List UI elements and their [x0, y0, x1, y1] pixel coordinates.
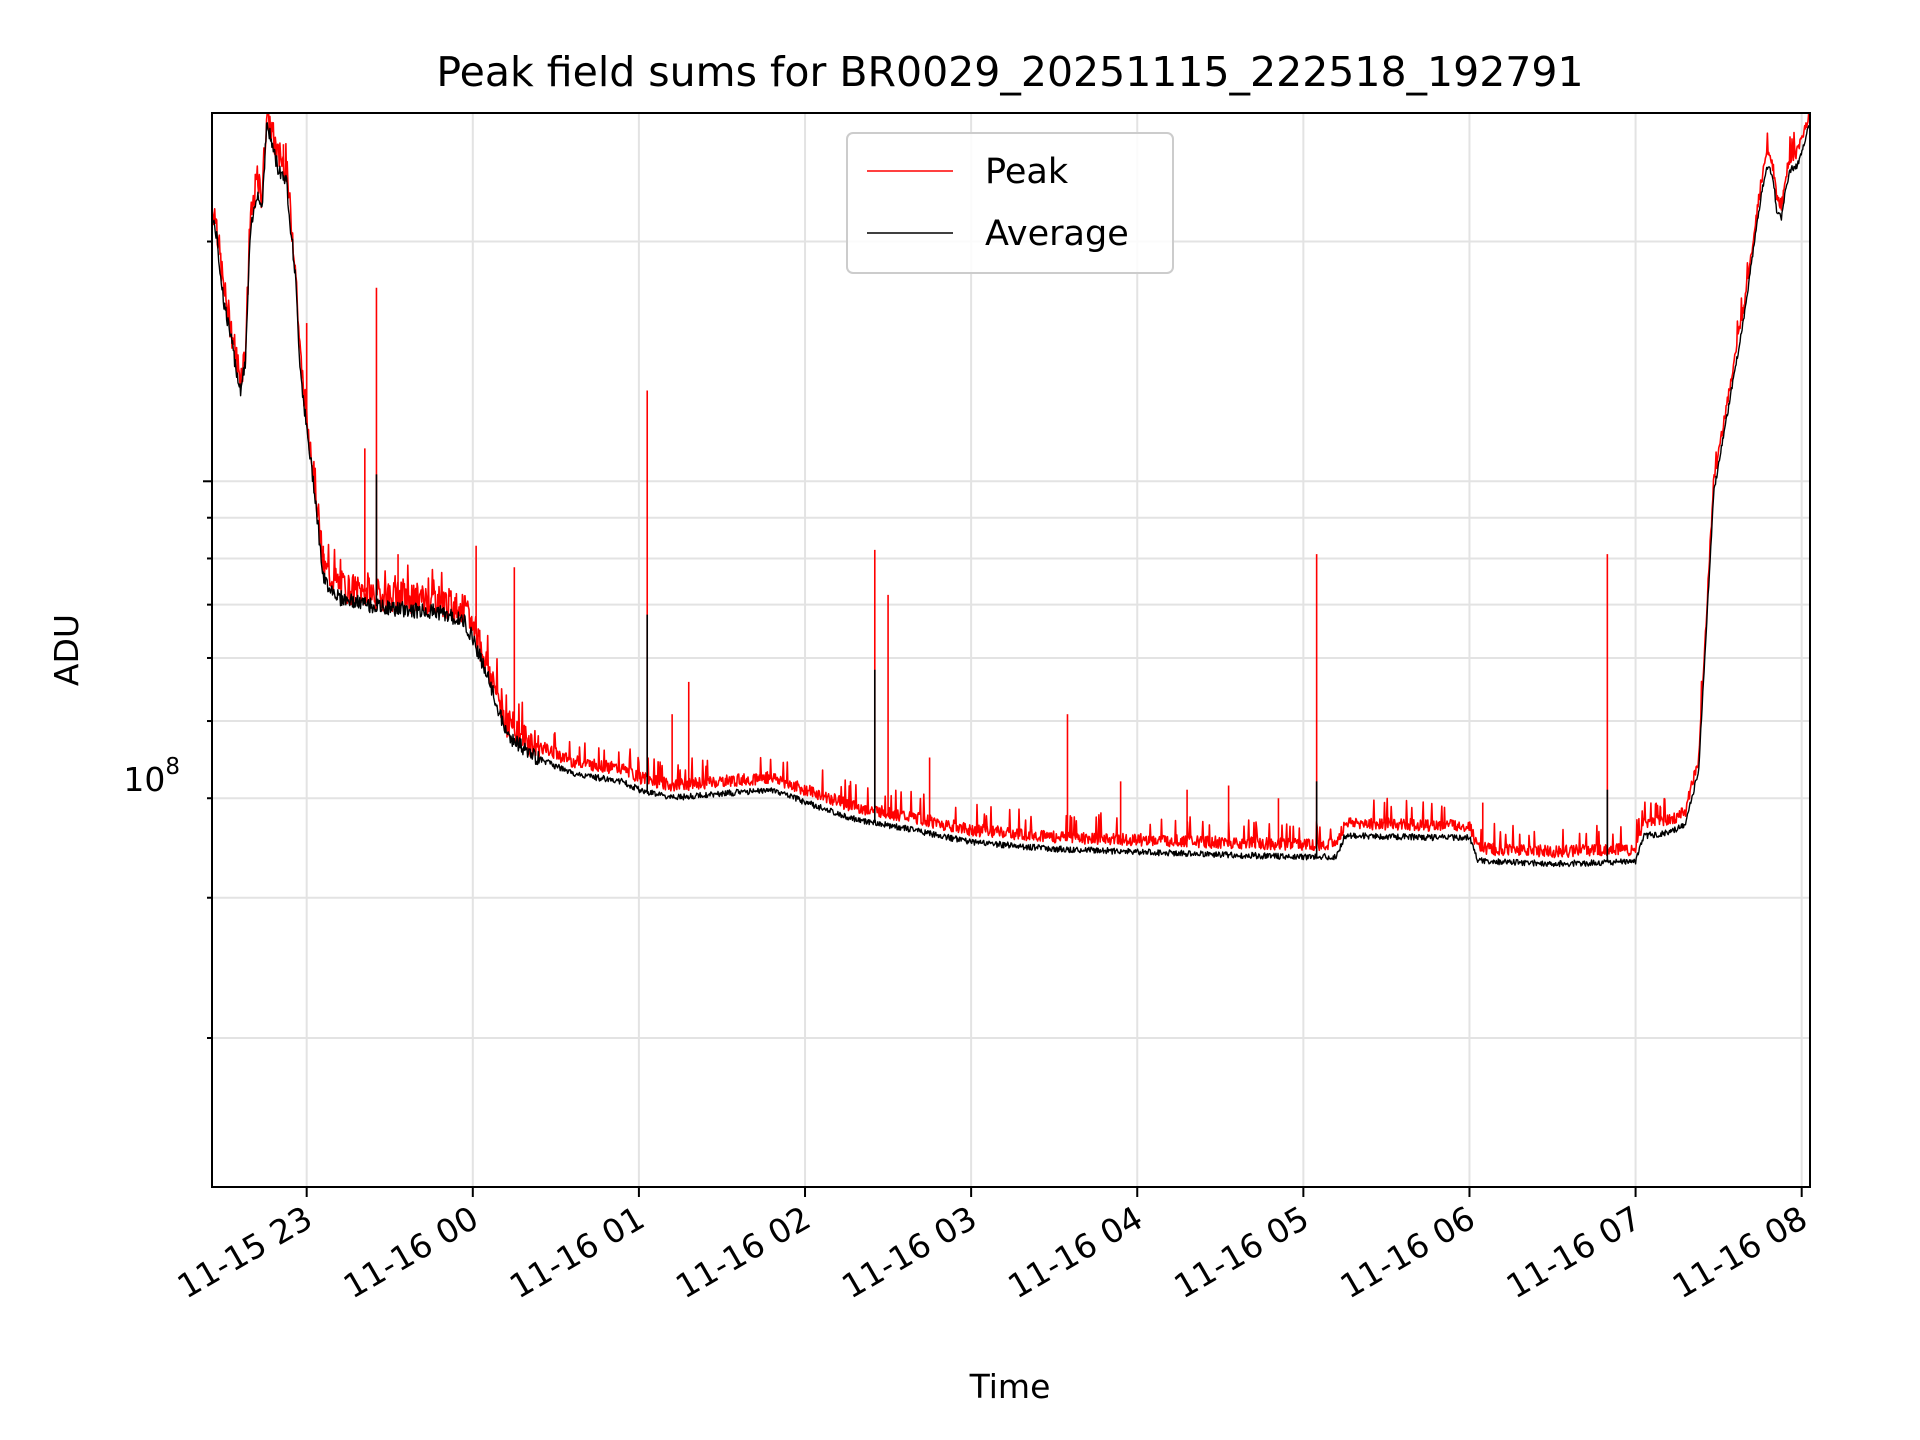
legend-label-average: Average: [985, 214, 1129, 254]
plot-frame: [211, 112, 1811, 1188]
y-tick-base: 10: [123, 760, 165, 799]
legend-label-peak: Peak: [985, 152, 1069, 192]
chart-title: Peak field sums for BR0029_20251115_2225…: [436, 48, 1583, 96]
series-line-average: [211, 122, 1811, 868]
series-layer: [211, 112, 1811, 868]
legend: Peak Average: [846, 132, 1174, 274]
legend-box: [846, 132, 1174, 274]
y-axis-label: ADU: [47, 614, 86, 686]
y-tick-label-1e8: 108: [123, 754, 180, 799]
y-tick-exponent: 8: [165, 754, 180, 780]
series-line-peak: [211, 112, 1811, 859]
x-axis-label: Time: [969, 1367, 1051, 1406]
y-axis-ticks: [203, 240, 212, 1039]
